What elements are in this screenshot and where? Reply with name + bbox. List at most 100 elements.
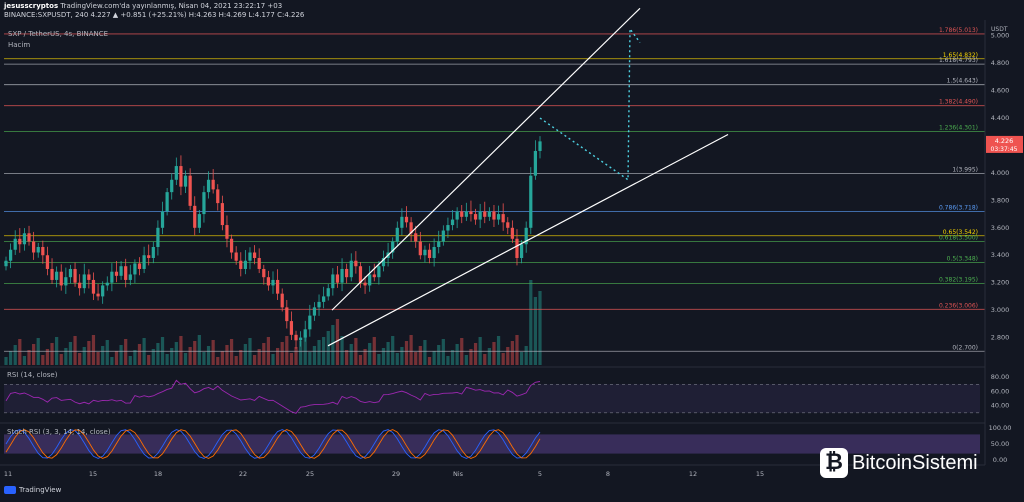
volume-bar (331, 325, 335, 365)
volume-bar (193, 341, 197, 365)
volume-bar (18, 339, 22, 365)
fib-level-label: 1.618(4.793) (939, 57, 978, 64)
fib-level-label: 1.65(4.832) (943, 52, 978, 59)
volume-bar (464, 355, 468, 365)
volume-bar (487, 348, 491, 365)
candle-body (220, 203, 224, 226)
volume-bar (73, 336, 77, 365)
candle-body (358, 266, 363, 283)
volume-bar (4, 357, 8, 365)
volume-bar (391, 336, 395, 365)
candle-body (160, 211, 165, 228)
candle-body (55, 271, 59, 280)
stoch-band-fill (4, 434, 980, 454)
volume-bar (206, 346, 211, 365)
candle-body (243, 260, 247, 269)
tradingview-footer[interactable]: TradingView (4, 486, 61, 494)
volume-bar (432, 351, 436, 365)
candle-body (280, 293, 284, 308)
volume-bar (96, 352, 100, 365)
volume-bar (381, 348, 386, 365)
candle-body (225, 225, 229, 239)
volume-bar (423, 340, 427, 365)
candle-body (216, 189, 220, 204)
candle-body (519, 244, 524, 258)
candle-body (538, 141, 542, 151)
fib-level-label: 1.5(4.643) (947, 78, 978, 85)
candle-body (455, 211, 459, 220)
tradingview-text: TradingView (19, 486, 62, 494)
volume-bar (492, 342, 496, 365)
price-tick-label: 4.000 (991, 169, 1010, 177)
candle-body (317, 301, 321, 308)
fibonacci-levels: 1.786(5.013) 1.65(4.832)1.618(4.793) 1.5(4… (4, 27, 985, 352)
candle-body (423, 249, 427, 256)
volume-bar (515, 335, 519, 365)
fib-level-label: 0.5(3.348) (947, 255, 978, 262)
volume-bar (252, 355, 257, 365)
candle-body (91, 279, 96, 294)
volume-bar (257, 349, 261, 365)
candle-body (437, 241, 441, 248)
currency-label: USDT (991, 26, 1008, 33)
fib-level-label: 1(3.995) (952, 167, 978, 174)
fib-level-label: 0.65(3.542) (943, 229, 978, 236)
volume-bar (229, 339, 234, 365)
time-tick-label: 15 (89, 470, 97, 478)
volume-bar (151, 349, 155, 365)
candle-body (156, 227, 160, 248)
volume-bar (335, 319, 340, 365)
candle-body (446, 225, 450, 231)
fib-level-label: 1.382(4.490) (939, 99, 978, 106)
volume-bar (165, 354, 169, 365)
price-tick-label: 4.400 (991, 114, 1010, 122)
candle-body (119, 266, 123, 276)
volume-bar (147, 355, 151, 365)
candle-body (174, 166, 178, 180)
time-tick-label: 29 (392, 470, 400, 478)
volume-bar (114, 351, 119, 365)
volume-bar (400, 347, 404, 365)
volume-bar (395, 353, 399, 365)
candle-body (395, 227, 399, 242)
candle-body (50, 268, 54, 280)
drawing-tools (327, 7, 729, 347)
publish-info: jesusscryptos TradingView.com'da yayınla… (4, 2, 282, 10)
candle-body (331, 274, 335, 289)
fib-level-label: 0(2.700) (952, 344, 978, 351)
candle-body (510, 227, 514, 239)
time-tick-label: Nis (453, 470, 464, 478)
stoch-rsi-label: Stoch RSI (3, 3, 14, 14, close) (7, 428, 111, 436)
candle-body (193, 205, 197, 228)
candle-body (460, 211, 464, 217)
candle-body (188, 175, 192, 206)
time-tick-label: 8 (606, 470, 610, 478)
volume-bar (220, 351, 224, 365)
stoch-d-line (5, 429, 541, 459)
ohlc-legend: BINANCE:SXPUSDT, 240 4.227 ▲ +0.851 (+25… (4, 11, 305, 19)
volume-bar (345, 350, 349, 365)
price-axis-background (985, 0, 1024, 502)
candle-body (183, 175, 188, 187)
stoch-rsi-pane: 100.00 50.00 0.00 (4, 424, 1011, 464)
volume-bar (455, 344, 459, 365)
volume-bar (262, 343, 266, 365)
grid (0, 366, 1024, 466)
publish-date: TradingView.com'da yayınlanmış, Nisan 04… (60, 2, 283, 10)
price-axis: 5.0004.8004.6004.4004.2004.0003.8003.600… (984, 0, 1024, 502)
fib-level-label: 0.618(3.500) (939, 235, 978, 242)
watermark-text: BitcoinSistemi (852, 451, 978, 474)
volume-bar (41, 355, 45, 365)
candle-body (110, 271, 114, 283)
volume-bar (27, 350, 31, 365)
rsi-tick-label: 60.00 (991, 387, 1010, 395)
candle-body (418, 241, 422, 256)
candle-body (312, 307, 317, 316)
publisher-name[interactable]: jesusscryptos (4, 2, 59, 10)
candle-body (234, 252, 238, 261)
candle-body (340, 268, 344, 283)
fib-level-label: 0.236(3.006) (939, 302, 978, 309)
time-axis: 11 15 18 22 25 29 Nis 5 8 12 15 (4, 470, 764, 478)
